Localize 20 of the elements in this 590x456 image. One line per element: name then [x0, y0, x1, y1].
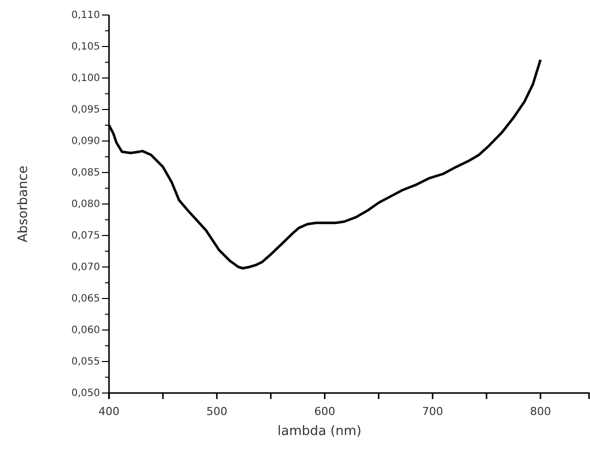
x-tick-label: 700 — [422, 405, 444, 418]
x-tick-label: 500 — [206, 405, 228, 418]
y-axis-title: Absorbance — [16, 166, 31, 242]
y-tick-label: 0,100 — [71, 73, 100, 84]
y-tick-label: 0,110 — [71, 10, 100, 22]
y-tick-label: 0,105 — [71, 42, 100, 53]
y-tick-label: 0,065 — [71, 294, 100, 305]
y-tick-label: 0,070 — [71, 262, 100, 274]
y-tick-label: 0,055 — [71, 356, 100, 368]
x-tick-label: 400 — [98, 405, 120, 418]
y-tick-label: 0,090 — [71, 136, 100, 148]
y-tick-label: 0,095 — [71, 104, 100, 116]
x-axis-title: lambda (nm) — [278, 424, 362, 439]
x-tick-label: 600 — [314, 405, 336, 418]
y-tick-label: 0,075 — [71, 230, 100, 242]
x-tick-label: 800 — [530, 405, 551, 418]
y-tick-label: 0,085 — [71, 168, 100, 179]
y-tick-label: 0,050 — [71, 388, 100, 400]
y-tick-label: 0,080 — [71, 199, 100, 210]
y-tick-label: 0,060 — [71, 325, 100, 336]
